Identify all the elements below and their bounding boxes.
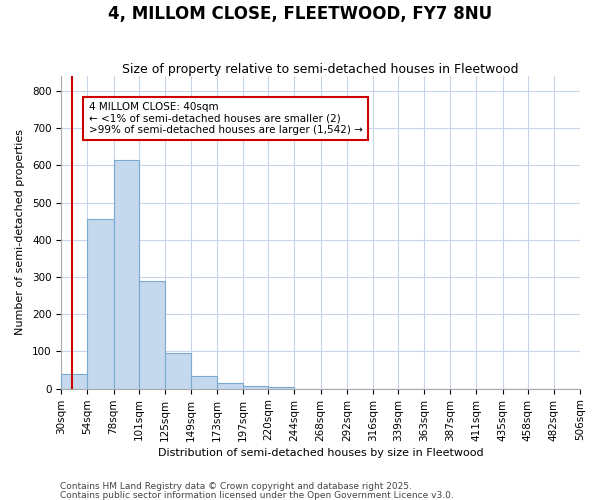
Bar <box>191 376 217 388</box>
Title: Size of property relative to semi-detached houses in Fleetwood: Size of property relative to semi-detach… <box>122 63 519 76</box>
Y-axis label: Number of semi-detached properties: Number of semi-detached properties <box>15 130 25 336</box>
Bar <box>113 160 139 388</box>
Bar <box>139 280 165 388</box>
Bar <box>217 383 243 388</box>
Bar <box>88 220 113 388</box>
Bar <box>61 374 88 388</box>
Bar <box>243 386 268 388</box>
Text: 4 MILLOM CLOSE: 40sqm
← <1% of semi-detached houses are smaller (2)
>99% of semi: 4 MILLOM CLOSE: 40sqm ← <1% of semi-deta… <box>89 102 362 136</box>
Bar <box>268 387 295 388</box>
Text: 4, MILLOM CLOSE, FLEETWOOD, FY7 8NU: 4, MILLOM CLOSE, FLEETWOOD, FY7 8NU <box>108 5 492 23</box>
Text: Contains HM Land Registry data © Crown copyright and database right 2025.: Contains HM Land Registry data © Crown c… <box>60 482 412 491</box>
X-axis label: Distribution of semi-detached houses by size in Fleetwood: Distribution of semi-detached houses by … <box>158 448 484 458</box>
Bar <box>165 354 191 388</box>
Text: Contains public sector information licensed under the Open Government Licence v3: Contains public sector information licen… <box>60 490 454 500</box>
